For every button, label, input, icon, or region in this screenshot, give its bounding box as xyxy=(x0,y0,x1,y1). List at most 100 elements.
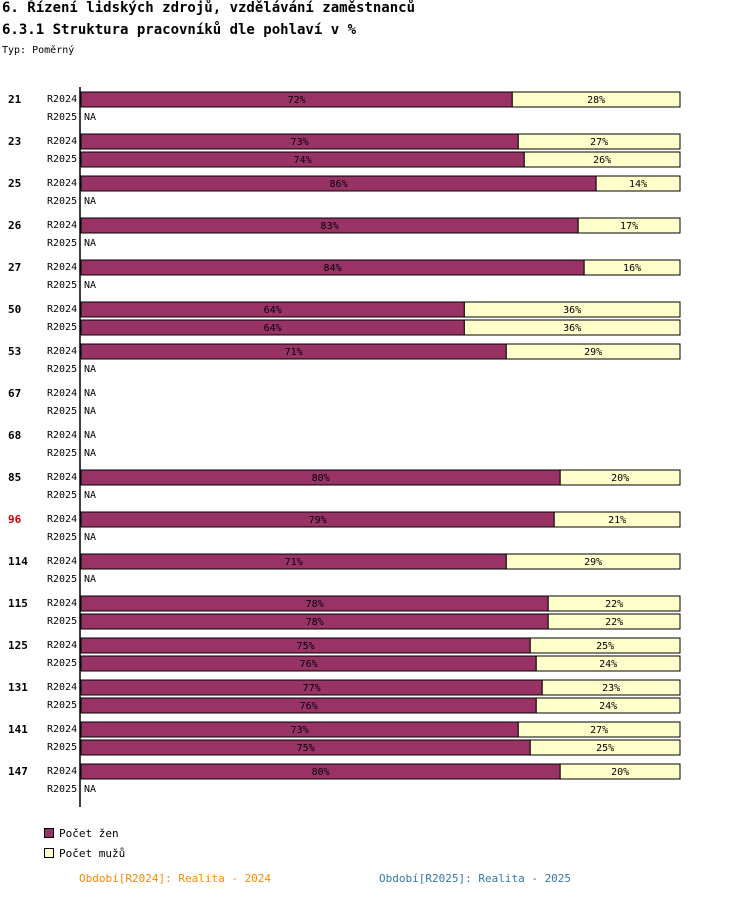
group-label-115: 115 xyxy=(8,597,28,610)
group-label-96: 96 xyxy=(8,513,22,526)
row-label-26-R2024: R2024 xyxy=(47,220,77,231)
row-label-68-R2024: R2024 xyxy=(47,430,77,441)
bar-men-125-R2025 xyxy=(535,655,681,672)
group-label-114: 114 xyxy=(8,555,28,568)
bar-men-85-R2024 xyxy=(559,469,681,486)
row-label-114-R2025: R2025 xyxy=(47,574,77,585)
value-women-141-R2025: 75% xyxy=(297,743,315,754)
value-men-21-R2024: 28% xyxy=(587,95,605,106)
value-men-96-R2024: 21% xyxy=(608,515,626,526)
bar-men-141-R2025 xyxy=(529,739,681,756)
value-men-50-R2025: 36% xyxy=(563,323,581,334)
na-label-27-R2025: NA xyxy=(84,280,96,291)
row-label-96-R2025: R2025 xyxy=(47,532,77,543)
value-men-85-R2024: 20% xyxy=(611,473,629,484)
group-label-53: 53 xyxy=(8,345,21,358)
row-label-125-R2025: R2025 xyxy=(47,658,77,669)
group-label-147: 147 xyxy=(8,765,28,778)
bar-men-26-R2024 xyxy=(577,217,681,234)
row-label-25-R2024: R2024 xyxy=(47,178,77,189)
value-women-125-R2025: 76% xyxy=(300,659,318,670)
row-label-131-R2024: R2024 xyxy=(47,682,77,693)
value-women-115-R2025: 78% xyxy=(306,617,324,628)
group-label-27: 27 xyxy=(8,261,21,274)
row-label-114-R2024: R2024 xyxy=(47,556,77,567)
row-label-147-R2024: R2024 xyxy=(47,766,77,777)
na-label-114-R2025: NA xyxy=(84,574,96,585)
bar-men-131-R2024 xyxy=(541,679,681,696)
row-label-147-R2025: R2025 xyxy=(47,784,77,795)
bar-men-50-R2024 xyxy=(463,301,681,318)
value-women-26-R2024: 83% xyxy=(321,221,339,232)
row-label-96-R2024: R2024 xyxy=(47,514,77,525)
row-label-115-R2024: R2024 xyxy=(47,598,77,609)
row-label-85-R2024: R2024 xyxy=(47,472,77,483)
value-women-141-R2024: 73% xyxy=(291,725,309,736)
row-label-141-R2025: R2025 xyxy=(47,742,77,753)
bar-men-96-R2024 xyxy=(553,511,681,528)
row-label-125-R2024: R2024 xyxy=(47,640,77,651)
value-women-50-R2025: 64% xyxy=(264,323,282,334)
row-label-27-R2024: R2024 xyxy=(47,262,77,273)
bar-men-23-R2025 xyxy=(523,151,681,168)
group-label-23: 23 xyxy=(8,135,21,148)
value-men-115-R2024: 22% xyxy=(605,599,623,610)
na-label-67-R2024: NA xyxy=(84,388,96,399)
row-label-21-R2024: R2024 xyxy=(47,94,77,105)
na-label-26-R2025: NA xyxy=(84,238,96,249)
value-women-114-R2024: 71% xyxy=(285,557,303,568)
value-men-131-R2025: 24% xyxy=(599,701,617,712)
legend-men-label: Počet mužů xyxy=(59,847,126,860)
value-women-23-R2024: 73% xyxy=(291,137,309,148)
bar-men-115-R2025 xyxy=(547,613,681,630)
bar-men-25-R2024 xyxy=(595,175,681,192)
value-women-27-R2024: 84% xyxy=(324,263,342,274)
page-title: 6. Řízení lidských zdrojů, vzdělávání za… xyxy=(2,0,416,16)
row-label-26-R2025: R2025 xyxy=(47,238,77,249)
value-women-23-R2025: 74% xyxy=(294,155,312,166)
row-label-141-R2024: R2024 xyxy=(47,724,77,735)
row-label-85-R2025: R2025 xyxy=(47,490,77,501)
value-women-131-R2024: 77% xyxy=(303,683,321,694)
value-women-115-R2024: 78% xyxy=(306,599,324,610)
row-label-21-R2025: R2025 xyxy=(47,112,77,123)
period-2024-label: Období[R2024]: Realita - 2024 xyxy=(79,872,272,885)
stacked-bar-chart: 21 R2024 72% 28% R2025 NA 23 R2024 73% 27% R2025 74… xyxy=(8,87,681,807)
legend-women-swatch xyxy=(44,828,54,838)
group-label-68: 68 xyxy=(8,429,21,442)
value-men-131-R2024: 23% xyxy=(602,683,620,694)
value-men-147-R2024: 20% xyxy=(611,767,629,778)
value-women-131-R2025: 76% xyxy=(300,701,318,712)
value-women-50-R2024: 64% xyxy=(264,305,282,316)
legend-men: Počet mužů xyxy=(44,847,125,860)
row-label-67-R2025: R2025 xyxy=(47,406,77,417)
bar-men-141-R2024 xyxy=(517,721,681,738)
bar-men-114-R2024 xyxy=(505,553,681,570)
value-men-50-R2024: 36% xyxy=(563,305,581,316)
value-men-141-R2024: 27% xyxy=(590,725,608,736)
value-men-125-R2025: 24% xyxy=(599,659,617,670)
group-label-125: 125 xyxy=(8,639,28,652)
value-men-53-R2024: 29% xyxy=(584,347,602,358)
bar-men-53-R2024 xyxy=(505,343,681,360)
value-men-115-R2025: 22% xyxy=(605,617,623,628)
period-2025-label: Období[R2025]: Realita - 2025 xyxy=(379,872,572,885)
bar-men-27-R2024 xyxy=(583,259,681,276)
bar-men-115-R2024 xyxy=(547,595,681,612)
legend-men-swatch xyxy=(44,848,54,858)
na-label-21-R2025: NA xyxy=(84,112,96,123)
row-label-25-R2025: R2025 xyxy=(47,196,77,207)
value-men-25-R2024: 14% xyxy=(629,179,647,190)
row-label-131-R2025: R2025 xyxy=(47,700,77,711)
row-label-68-R2025: R2025 xyxy=(47,448,77,459)
row-label-50-R2025: R2025 xyxy=(47,322,77,333)
legend-women-label: Počet žen xyxy=(59,827,119,840)
bar-men-21-R2024 xyxy=(511,91,681,108)
row-label-53-R2024: R2024 xyxy=(47,346,77,357)
group-label-141: 141 xyxy=(8,723,28,736)
na-label-68-R2025: NA xyxy=(84,448,96,459)
bar-men-50-R2025 xyxy=(463,319,681,336)
value-women-96-R2024: 79% xyxy=(309,515,327,526)
bar-men-147-R2024 xyxy=(559,763,681,780)
value-women-25-R2024: 86% xyxy=(330,179,348,190)
